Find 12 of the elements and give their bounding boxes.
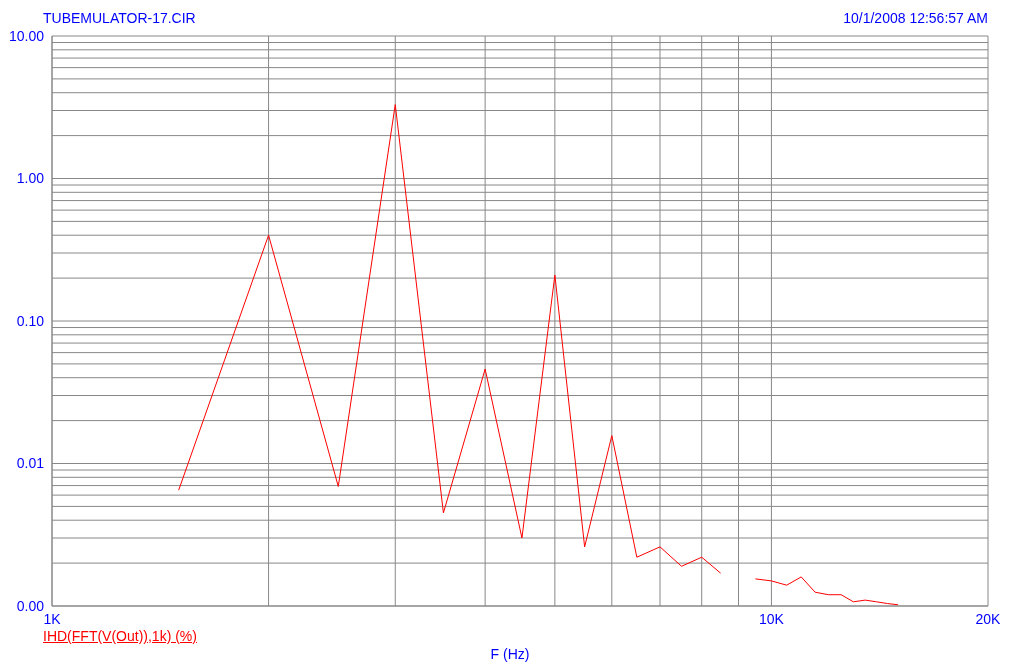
- text: IHD(FFT(V(Out)),1k) (%): [43, 628, 197, 644]
- y-tick-label: 0.10: [16, 312, 45, 329]
- y-tick-label: 0.00: [16, 597, 45, 614]
- text: 10/1/2008 12:56:57 AM: [843, 10, 988, 26]
- x-tick-label: 20K: [975, 610, 1002, 627]
- x-axis-title: F (Hz): [489, 646, 531, 662]
- y-tick-label: 0.01: [16, 455, 45, 472]
- text: TUBEMULATOR-17.CIR: [43, 10, 196, 26]
- y-tick-label: 10.00: [8, 27, 45, 44]
- x-tick-label: 10K: [758, 610, 785, 627]
- x-tick-label: 1K: [43, 610, 62, 627]
- y-tick-label: 1.00: [16, 170, 45, 187]
